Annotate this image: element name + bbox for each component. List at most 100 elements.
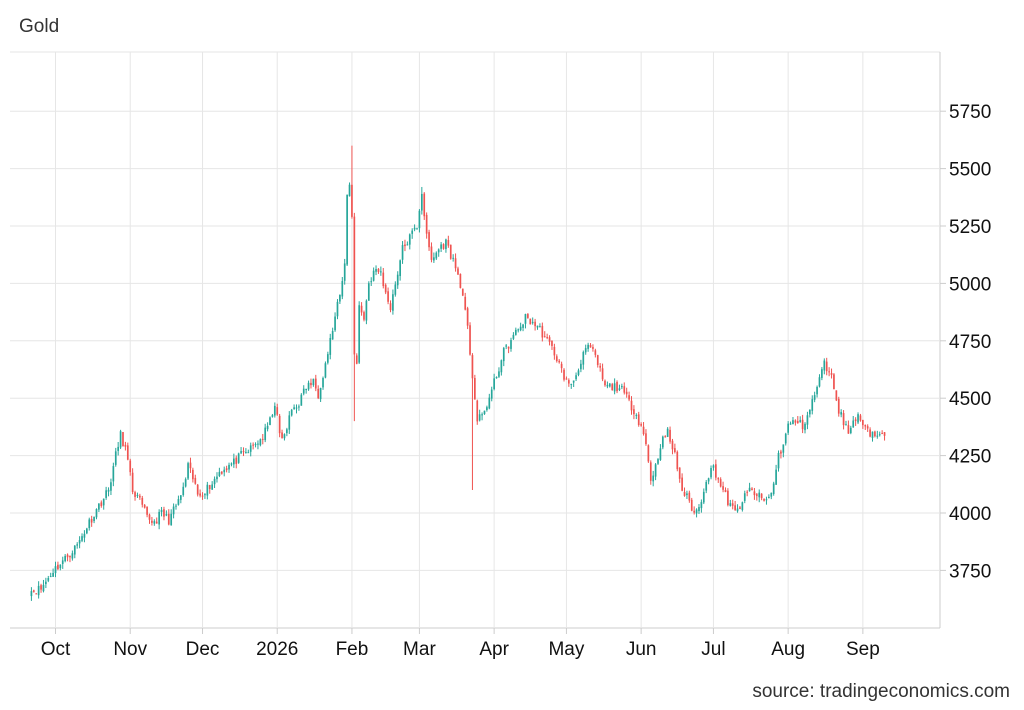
candle-body	[604, 380, 606, 386]
candle-body	[30, 591, 33, 597]
candle-body	[61, 560, 64, 564]
candle-body	[88, 519, 91, 529]
candle-body	[363, 312, 365, 320]
candle-body	[857, 414, 859, 423]
candle-body	[252, 444, 254, 446]
candle-body	[49, 576, 52, 578]
candle-body	[459, 273, 462, 288]
candle-body	[90, 519, 93, 523]
candle-body	[102, 498, 105, 506]
candle-body	[375, 269, 377, 272]
candle-body	[780, 451, 782, 454]
source-credit: source: tradingeconomics.com	[752, 681, 1010, 702]
x-tick-label: Nov	[113, 639, 147, 660]
candle-body	[326, 354, 329, 363]
candle-body	[261, 438, 264, 440]
candle-body	[705, 482, 708, 491]
candle-body	[543, 336, 546, 338]
candle-body	[734, 505, 736, 510]
candle-body	[681, 477, 683, 491]
candle-body	[211, 484, 214, 490]
candle-body	[230, 463, 233, 465]
candle-body	[59, 564, 62, 569]
candle-body	[117, 446, 120, 451]
candle-body	[401, 245, 404, 260]
candle-body	[514, 329, 517, 335]
x-tick-label: May	[548, 639, 584, 660]
candle-body	[570, 384, 573, 386]
candle-body	[245, 451, 247, 453]
candle-body	[476, 400, 479, 422]
candle-body	[247, 452, 250, 454]
candle-body	[457, 268, 459, 275]
x-axis: Oct Nov Dec 2026 Feb Mar Apr May Jun Jul Aug Sep	[41, 628, 880, 660]
candle-body	[724, 489, 727, 493]
candle-body	[336, 301, 339, 317]
candle-body	[878, 434, 881, 436]
candle-body	[129, 460, 132, 473]
candle-body	[290, 409, 293, 416]
candle-body	[32, 590, 35, 592]
candle-body	[606, 384, 609, 387]
candle-body	[377, 268, 380, 272]
candle-body	[242, 451, 245, 453]
candle-body	[35, 593, 38, 595]
candle-body	[572, 380, 575, 383]
candle-body	[40, 585, 42, 590]
y-axis: 3750 4000 4250 4500 4750 5000 5250 5500 5750	[940, 102, 991, 582]
candle-body	[719, 479, 722, 487]
candle-body	[478, 414, 481, 421]
candle-body	[42, 584, 45, 592]
candle-body	[637, 414, 640, 425]
candle-body	[329, 337, 332, 355]
candle-body	[621, 386, 623, 388]
candle-body	[763, 498, 765, 501]
candle-body	[85, 528, 88, 534]
candle-body	[739, 507, 741, 509]
candle-body	[322, 377, 324, 388]
candle-body	[488, 397, 491, 409]
candle-body	[220, 471, 223, 474]
candle-body	[204, 494, 206, 496]
candle-body	[495, 376, 498, 379]
candle-body	[715, 464, 717, 478]
candle-body	[678, 467, 681, 479]
candle-body	[811, 399, 814, 411]
candle-body	[652, 475, 655, 482]
candle-body	[474, 378, 476, 400]
chart-title: Gold	[19, 16, 60, 37]
candle-body	[502, 348, 505, 362]
y-tick-label: 4000	[949, 504, 991, 525]
candle-body	[741, 502, 744, 510]
candle-body	[522, 324, 524, 328]
y-tick-label: 5000	[949, 274, 991, 295]
candle-body	[346, 194, 348, 265]
candle-body	[254, 444, 257, 446]
candle-body	[575, 375, 577, 380]
candle-body	[577, 370, 580, 375]
candle-body	[469, 325, 471, 355]
candle-body	[835, 390, 838, 401]
candle-body	[772, 483, 775, 494]
candle-body	[628, 395, 630, 400]
candle-body	[141, 497, 144, 505]
candle-body	[782, 444, 785, 453]
candle-body	[331, 331, 334, 340]
x-tick-label: Dec	[186, 639, 220, 660]
candle-body	[871, 431, 874, 438]
candle-body	[319, 388, 322, 400]
candle-body	[801, 419, 804, 430]
candle-body	[126, 445, 129, 460]
candle-body	[471, 355, 474, 379]
candle-body	[529, 318, 532, 325]
candle-body	[551, 340, 553, 346]
candle-body	[753, 491, 756, 496]
candle-body	[813, 395, 816, 400]
candle-body	[151, 520, 153, 523]
candle-body	[580, 363, 582, 370]
candle-body	[196, 484, 199, 495]
candle-body	[372, 270, 375, 281]
candle-body	[582, 352, 585, 365]
candle-body	[334, 316, 336, 331]
candle-body	[498, 371, 500, 377]
